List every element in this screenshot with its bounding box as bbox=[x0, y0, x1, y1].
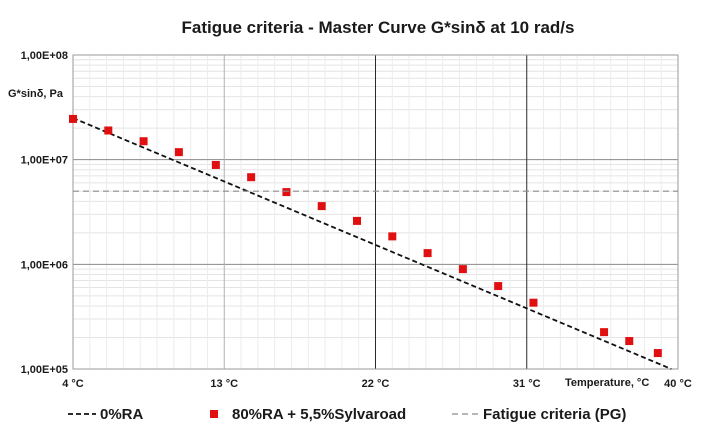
y-tick-label: 1,00E+06 bbox=[21, 259, 68, 271]
x-tick-label: 13 °C bbox=[210, 378, 238, 390]
data-point bbox=[317, 202, 326, 211]
data-point bbox=[104, 126, 113, 135]
y-tick-label: 1,00E+08 bbox=[21, 50, 68, 62]
data-point bbox=[353, 216, 362, 225]
data-point bbox=[211, 160, 220, 169]
series-line-zero-ra bbox=[72, 117, 672, 370]
x-tick-label: 40 °C bbox=[664, 378, 692, 390]
data-point bbox=[625, 337, 634, 346]
series-layer bbox=[69, 114, 678, 370]
legend: 0%RA 80%RA + 5,5%Sylvaroad Fatigue criteri… bbox=[68, 406, 626, 423]
y-tick-label: 1,00E+07 bbox=[21, 155, 68, 167]
data-point bbox=[494, 282, 503, 291]
legend-label: Fatigue criteria (PG) bbox=[483, 406, 626, 423]
legend-label: 80%RA + 5,5%Sylvaroad bbox=[232, 406, 406, 423]
data-point bbox=[388, 232, 397, 241]
major-gridlines bbox=[73, 55, 678, 369]
y-tick-label: 1,00E+05 bbox=[21, 364, 68, 376]
data-point bbox=[423, 249, 432, 258]
data-point bbox=[458, 265, 467, 274]
data-point bbox=[529, 298, 538, 307]
plot-area-frame bbox=[72, 54, 679, 370]
data-point bbox=[653, 349, 662, 358]
data-point bbox=[139, 137, 148, 146]
x-tick-label: 4 °C bbox=[62, 378, 84, 390]
legend-swatch bbox=[210, 410, 218, 418]
x-tick-label: 31 °C bbox=[513, 378, 541, 390]
data-point bbox=[69, 114, 77, 123]
legend-label: 0%RA bbox=[100, 406, 144, 423]
data-point bbox=[600, 328, 609, 337]
data-point bbox=[247, 173, 256, 182]
x-axis-label: Temperature, °C bbox=[565, 377, 649, 389]
chart-title: Fatigue criteria - Master Curve G*sinδ a… bbox=[182, 18, 575, 37]
y-axis-ticks: 1,00E+05 1,00E+06 1,00E+07 1,00E+08 bbox=[21, 50, 68, 376]
data-point bbox=[282, 188, 291, 197]
y-axis-label: G*sinδ, Pa bbox=[8, 88, 64, 100]
x-tick-label: 22 °C bbox=[362, 378, 390, 390]
data-point bbox=[174, 148, 183, 157]
x-axis-ticks: 4 °C 13 °C 22 °C 31 °C 40 °C bbox=[62, 378, 692, 390]
